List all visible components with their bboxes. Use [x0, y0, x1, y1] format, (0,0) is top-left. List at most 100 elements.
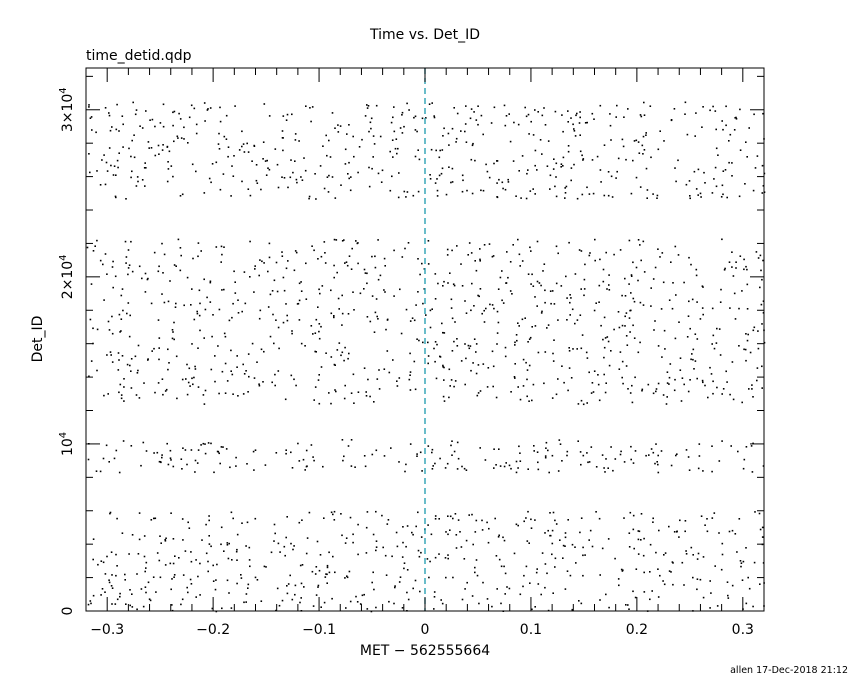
- data-point: [448, 144, 450, 146]
- data-point: [547, 140, 550, 142]
- data-point: [754, 167, 757, 169]
- data-point: [251, 160, 253, 162]
- data-point: [173, 576, 175, 578]
- data-point: [325, 134, 327, 137]
- data-point: [759, 583, 761, 585]
- data-point: [517, 524, 519, 527]
- data-point: [384, 291, 386, 293]
- data-point: [404, 470, 406, 473]
- data-point: [674, 337, 677, 340]
- data-point: [449, 385, 451, 387]
- data-point: [391, 139, 394, 141]
- data-point: [735, 267, 737, 269]
- data-point: [300, 290, 303, 292]
- data-point: [261, 260, 263, 263]
- data-point: [330, 312, 333, 315]
- data-point: [172, 124, 174, 127]
- data-point: [147, 277, 149, 280]
- data-point: [183, 126, 185, 129]
- data-point: [508, 587, 511, 590]
- data-point: [253, 469, 255, 471]
- data-point: [674, 167, 676, 169]
- data-point: [627, 604, 629, 606]
- data-point: [725, 124, 727, 127]
- data-point: [120, 294, 123, 297]
- data-point: [366, 104, 368, 106]
- data-point: [558, 439, 561, 441]
- data-point: [574, 273, 577, 275]
- data-point: [147, 141, 150, 143]
- data-point: [371, 255, 373, 258]
- data-point: [197, 575, 199, 578]
- data-point: [639, 244, 641, 246]
- data-point: [170, 512, 172, 514]
- data-point: [437, 282, 439, 285]
- data-point: [233, 155, 235, 157]
- data-point: [547, 449, 549, 452]
- data-point: [449, 272, 451, 274]
- data-point: [428, 103, 431, 105]
- data-point: [350, 439, 353, 441]
- data-point: [479, 390, 482, 392]
- x-axis-label: MET − 562555664: [360, 643, 490, 659]
- data-point: [756, 367, 759, 369]
- data-point: [397, 196, 400, 199]
- data-point: [641, 144, 644, 147]
- data-point: [209, 107, 212, 109]
- data-point: [120, 394, 123, 396]
- data-point: [383, 257, 386, 260]
- data-point: [464, 343, 466, 345]
- data-point: [489, 303, 491, 306]
- data-point: [649, 598, 651, 601]
- x-tick-label: −0.3: [90, 622, 124, 638]
- data-point: [154, 391, 156, 394]
- data-point: [184, 550, 187, 552]
- data-point: [544, 301, 546, 304]
- data-point: [527, 468, 529, 470]
- data-point: [605, 593, 607, 596]
- data-point: [199, 329, 201, 332]
- data-point: [607, 171, 610, 173]
- data-point: [472, 142, 474, 145]
- data-point: [659, 256, 661, 258]
- data-point: [573, 163, 575, 166]
- data-point: [466, 189, 468, 192]
- y-tick-label: 0: [60, 607, 76, 616]
- data-point: [274, 148, 277, 150]
- data-point: [129, 364, 131, 367]
- data-point: [473, 338, 476, 340]
- data-point: [677, 159, 679, 162]
- data-point: [460, 546, 463, 548]
- data-point: [474, 531, 477, 533]
- data-point: [434, 462, 436, 465]
- data-point: [754, 511, 756, 513]
- data-point: [144, 291, 147, 293]
- data-point: [582, 158, 585, 160]
- data-point: [303, 586, 305, 588]
- data-point: [131, 534, 134, 536]
- data-point: [236, 533, 239, 536]
- data-point: [429, 560, 431, 563]
- data-point: [562, 165, 564, 167]
- data-point: [315, 351, 317, 353]
- data-point: [159, 576, 162, 579]
- data-point: [567, 110, 569, 112]
- data-point: [689, 195, 691, 197]
- data-point: [632, 159, 634, 162]
- data-point: [505, 282, 507, 284]
- data-point: [92, 327, 94, 330]
- data-point: [298, 521, 301, 524]
- data-point: [492, 385, 494, 388]
- data-point: [273, 523, 276, 526]
- data-point: [713, 178, 715, 180]
- data-point: [743, 348, 745, 351]
- data-point: [375, 298, 378, 300]
- data-point: [702, 381, 704, 384]
- data-point: [610, 139, 612, 141]
- data-point: [581, 193, 584, 196]
- data-point: [117, 369, 120, 371]
- data-point: [130, 445, 133, 447]
- data-point: [625, 335, 628, 337]
- data-point: [201, 539, 203, 541]
- data-point: [532, 383, 535, 386]
